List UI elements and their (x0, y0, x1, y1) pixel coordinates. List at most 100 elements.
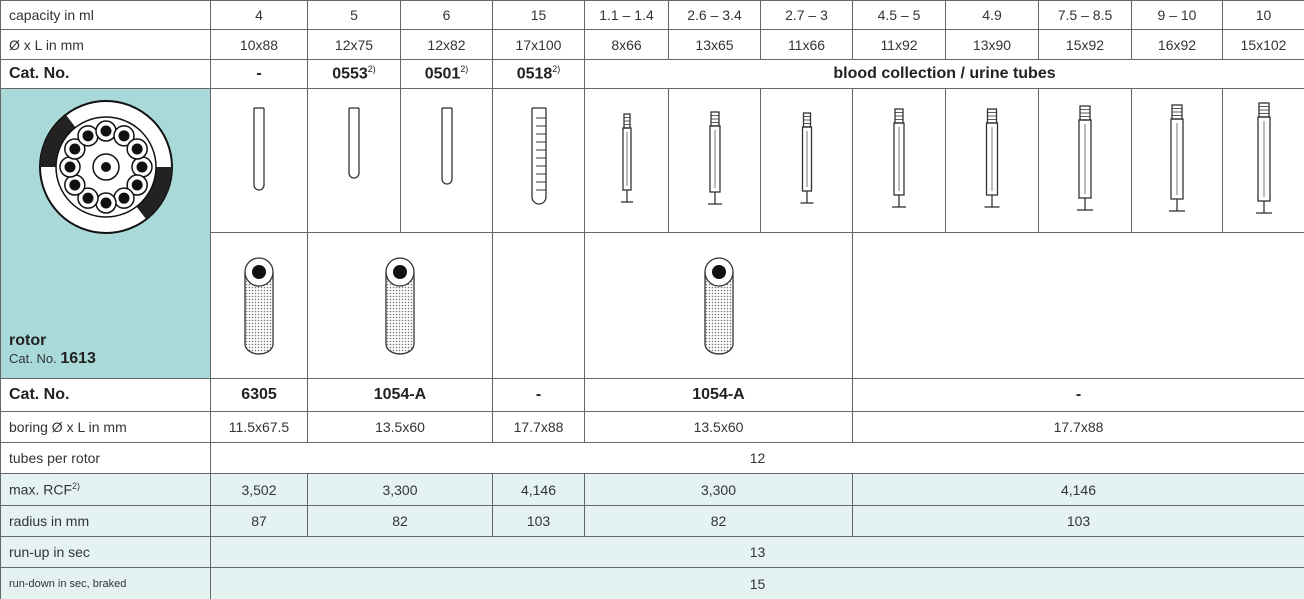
rotor-hole-inner (82, 130, 94, 142)
cell: 1054-A (307, 378, 493, 412)
cell: 13.5x60 (307, 411, 493, 443)
cell-text: 16x92 (1157, 36, 1197, 53)
cell: 4,146 (492, 473, 585, 506)
cell: 17.7x88 (852, 411, 1304, 443)
cell: 13x90 (945, 29, 1039, 60)
rotor-hole-inner (100, 197, 112, 209)
rotor-cell: rotor Cat. No. 1613 (0, 88, 211, 379)
adapter-bore (711, 265, 726, 279)
tube-cell (852, 88, 946, 233)
illustration (440, 107, 453, 185)
cell-text: 12 (749, 450, 766, 466)
cell: 4 (210, 0, 308, 30)
row-label: Cat. No. (0, 59, 211, 89)
illustration (707, 111, 722, 205)
rotor-hole-inner (118, 192, 130, 204)
cell: 05012) (400, 59, 493, 89)
cell-text: 15x92 (1065, 36, 1105, 53)
cell: 4.9 (945, 0, 1039, 30)
cell-text: 82 (392, 513, 408, 529)
cell-text: - (256, 65, 262, 82)
cell: 16x92 (1131, 29, 1223, 60)
tube-cell (1038, 88, 1132, 233)
cell-text: 3,502 (241, 481, 277, 498)
table-row: Cat. No. -05532) 05012) 05182) blood collect… (0, 59, 1304, 89)
rotor-hole-inner (64, 161, 76, 173)
cell-text: 4,146 (1060, 481, 1097, 498)
tube-cell (210, 88, 308, 233)
cell: 12x75 (307, 29, 401, 60)
cell: 4.5 – 5 (852, 0, 946, 30)
footnote-mark: 2) (552, 64, 561, 75)
rotor-cat-no: 1613 (60, 350, 96, 367)
table-row: boring Ø x L in mm 11.5x67.5 13.5x60 17.7x8… (0, 411, 1304, 443)
cell-text: 17.7x88 (513, 419, 564, 435)
illustration (1255, 102, 1272, 214)
cell: 6305 (210, 378, 308, 412)
cell: 5 (307, 0, 401, 30)
illustration (800, 112, 813, 204)
tube (530, 108, 547, 205)
cell: 8x66 (584, 29, 669, 60)
adapter-body (703, 272, 734, 355)
cell: 82 (584, 505, 853, 537)
cell: 11x66 (760, 29, 853, 60)
rotor-hub-core (101, 162, 111, 172)
cell: 82 (307, 505, 493, 537)
label-text: capacity in ml (9, 7, 94, 23)
tube (253, 108, 265, 191)
cell-text: 8x66 (611, 36, 642, 53)
cell-text: 82 (710, 513, 727, 529)
cell-text: 1054-A (692, 386, 745, 403)
rotor-hole-inner (69, 143, 81, 155)
adapter-row (1, 232, 1304, 379)
cell-text: 1.1 – 1.4 (599, 7, 654, 23)
tube-cell (492, 88, 585, 233)
cell: 1.1 – 1.4 (584, 0, 669, 30)
illustration (1169, 104, 1185, 212)
label-text: max. RCF (9, 481, 72, 498)
tube-cell (1222, 88, 1304, 233)
footnote-mark: 2) (460, 64, 469, 75)
rotor-hole-inner (131, 143, 143, 155)
table-row: tubes per rotor 12 (0, 442, 1304, 474)
table-row: radius in mm 87 82 103 82 103 (0, 505, 1304, 537)
cell: - (852, 378, 1304, 412)
tube-cell (668, 88, 761, 233)
cell-text: 12x75 (334, 36, 374, 53)
adapter-cell (584, 232, 853, 379)
illustration (385, 257, 415, 355)
cell-text: 15x102 (1240, 36, 1287, 53)
cell-text: blood collection / urine tubes (833, 65, 1056, 82)
cell: 3,502 (210, 473, 308, 506)
label-text: Cat. No. (9, 386, 70, 403)
tube-cell (760, 88, 853, 233)
row-label: Ø x L in mm (0, 29, 211, 60)
adapter-bore (252, 265, 266, 279)
illustration (1077, 105, 1093, 211)
cell-text: 0518 (516, 65, 553, 83)
cell-text: 11x92 (880, 36, 918, 53)
cell: 1054-A (584, 378, 853, 412)
cell: 10x88 (210, 29, 308, 60)
illustration (530, 107, 547, 205)
cell: - (210, 59, 308, 89)
cell: 2.6 – 3.4 (668, 0, 761, 30)
cell-text: 15 (530, 7, 547, 23)
tube-cell (1131, 88, 1223, 233)
cell-text: 5 (350, 7, 358, 23)
table-row: run-down in sec, braked 15 (0, 567, 1304, 599)
rotor-name: rotor (9, 332, 47, 349)
illustration (253, 107, 265, 191)
adapter-body (244, 272, 274, 355)
row-label: radius in mm (0, 505, 211, 537)
footnote-mark: 2) (72, 481, 81, 492)
rotor-hole-inner (131, 179, 143, 191)
cell-text: 11.5x67.5 (228, 419, 290, 435)
cell: 05532) (307, 59, 401, 89)
cell: 13 (210, 536, 1304, 568)
label-text: Ø x L in mm (9, 36, 84, 53)
table-row: max. RCF2) 3,502 3,300 4,146 3,300 4,146 (0, 473, 1304, 506)
rotor-hole-inner (82, 192, 94, 204)
